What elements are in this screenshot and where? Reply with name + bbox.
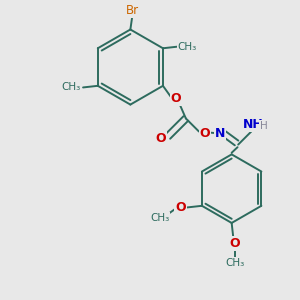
Text: H: H [260, 121, 268, 131]
Text: O: O [200, 127, 210, 140]
Text: NH: NH [243, 118, 264, 131]
Text: CH₃: CH₃ [61, 82, 81, 92]
Text: O: O [175, 201, 186, 214]
Text: N: N [215, 127, 225, 140]
Text: O: O [155, 132, 166, 145]
Text: CH₃: CH₃ [225, 258, 244, 268]
Text: CH₃: CH₃ [150, 213, 170, 223]
Text: CH₃: CH₃ [178, 42, 197, 52]
Text: Br: Br [125, 4, 139, 17]
Text: O: O [171, 92, 182, 105]
Text: O: O [230, 237, 240, 250]
